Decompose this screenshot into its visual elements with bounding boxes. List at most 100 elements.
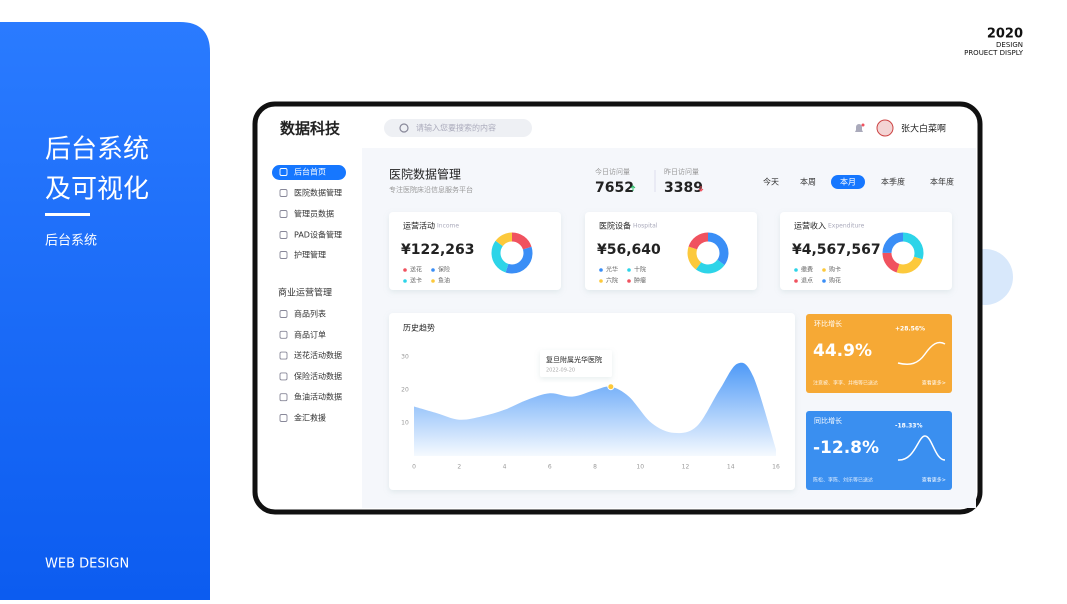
y-tick-label: 10 (401, 420, 409, 427)
highlight-point (607, 383, 615, 391)
legend-dot (431, 268, 435, 272)
area (414, 362, 776, 456)
donut-segment (687, 232, 729, 274)
legend-label: 缴费 (801, 266, 813, 274)
corner-year: 2020 (987, 27, 1023, 42)
donut-segment (687, 232, 729, 274)
search-box[interactable] (384, 119, 532, 137)
card-subtitle: Hospital (633, 223, 658, 230)
growth-link[interactable]: 查看更多> (922, 380, 946, 387)
donut-segment (491, 232, 533, 274)
legend-label: 光华 (606, 266, 618, 274)
menu-icon (279, 330, 288, 339)
growth-card (806, 411, 952, 490)
legend-dot (403, 279, 407, 283)
growth-value: 44.9% (813, 341, 872, 361)
page-title: 医院数据管理 (389, 167, 461, 182)
page-subtitle: 专注医院床沿信息服务平台 (389, 185, 473, 194)
legend-dot (599, 279, 603, 283)
menu-icon (279, 168, 288, 176)
legend-label: 购卡 (829, 266, 841, 274)
legend-label: 保险 (438, 266, 450, 274)
menu-item[interactable]: 医院数据管理 (294, 188, 342, 198)
card-value: ¥4,567,567 (792, 242, 881, 258)
growth-badge: +28.56% (895, 326, 925, 333)
growth-note: 注意被、李李、井梅等已送达 (813, 380, 878, 387)
card-value: ¥56,640 (597, 242, 661, 258)
menu-icon (279, 210, 288, 218)
bell-icon[interactable] (855, 124, 863, 132)
legend-dot (403, 268, 407, 272)
menu-item[interactable]: 商品订单 (294, 329, 326, 339)
period-tab[interactable]: 本季度 (881, 177, 905, 187)
menu-item[interactable]: PAD设备管理 (294, 230, 342, 240)
menu-item[interactable]: 金汇救援 (294, 413, 326, 423)
growth-title: 环比增长 (814, 319, 842, 328)
tooltip-date: 2022-09-20 (546, 368, 575, 374)
bell-dot (861, 123, 865, 127)
panel-subtitle: 后台系统 (45, 234, 97, 249)
menu-item[interactable]: 保险活动数据 (294, 371, 342, 381)
x-tick-label: 12 (682, 464, 690, 471)
card-subtitle: Expenditure (828, 223, 865, 230)
panel-title: 及可视化 (45, 175, 149, 205)
tooltip-label: 复旦附属光华医院 (546, 355, 602, 364)
menu-icon (279, 310, 288, 318)
growth-link[interactable]: 查看更多> (922, 477, 946, 484)
donut-segment (882, 232, 924, 274)
legend-label: 送卡 (410, 277, 422, 285)
donut-segment (491, 232, 533, 274)
menu-item[interactable]: 送花活动数据 (294, 350, 342, 360)
panel-footer: WEB DESIGN (45, 557, 129, 572)
legend-label: 退点 (801, 277, 813, 285)
active-period-bg (831, 175, 865, 189)
menu-icon (279, 251, 288, 259)
donut-segment (882, 232, 924, 274)
down-arrow (698, 186, 704, 192)
menu-item[interactable]: 护理管理 (294, 250, 326, 260)
menu-icon (279, 231, 288, 239)
period-tab[interactable]: 今天 (763, 177, 779, 187)
logo: 数据科技 (280, 120, 341, 138)
menu-item[interactable]: 管理员数据 (294, 209, 334, 219)
avatar[interactable] (876, 119, 894, 137)
up-arrow (630, 185, 636, 191)
growth-card (806, 314, 952, 393)
x-tick-label: 2 (457, 464, 461, 471)
panel-title: 后台系统 (45, 135, 149, 165)
x-tick-label: 4 (503, 464, 507, 471)
menu-icon (279, 372, 288, 381)
stat-value: 7652 (595, 180, 634, 196)
period-tab[interactable]: 本月 (840, 177, 856, 187)
donut-segment (687, 232, 729, 274)
menu-item[interactable]: 后台首页 (294, 167, 326, 177)
menu-item[interactable]: 鱼油活动数据 (294, 392, 342, 402)
x-tick-label: 16 (772, 464, 780, 471)
menu-section: 商业运营管理 (278, 287, 332, 299)
stat-value: 3389 (664, 180, 703, 196)
search-icon (399, 123, 409, 133)
x-tick-label: 10 (636, 464, 644, 471)
card-subtitle: Income (437, 223, 459, 230)
search-placeholder[interactable]: 请输入您要搜索的内容 (416, 123, 496, 133)
menu-icon (279, 189, 288, 197)
x-tick-label: 0 (412, 464, 416, 471)
stat-label: 今日访问量 (595, 167, 630, 176)
donut-segment (491, 232, 533, 274)
legend-dot (599, 268, 603, 272)
y-tick-label: 20 (401, 387, 409, 394)
chart-title: 历史趋势 (403, 323, 435, 333)
legend-label: 送花 (410, 266, 422, 274)
legend-label: 鱼油 (438, 277, 450, 285)
card-value: ¥122,263 (401, 242, 475, 258)
menu-icon (279, 393, 288, 402)
period-tab[interactable]: 本年度 (930, 177, 954, 187)
left-panel (0, 22, 210, 600)
donut-segment (882, 232, 924, 274)
menu-item[interactable]: 商品列表 (294, 309, 326, 319)
legend-dot (794, 268, 798, 272)
period-tab[interactable]: 本周 (800, 177, 816, 187)
legend-dot (431, 279, 435, 283)
card-title: 医院设备 (599, 221, 631, 231)
